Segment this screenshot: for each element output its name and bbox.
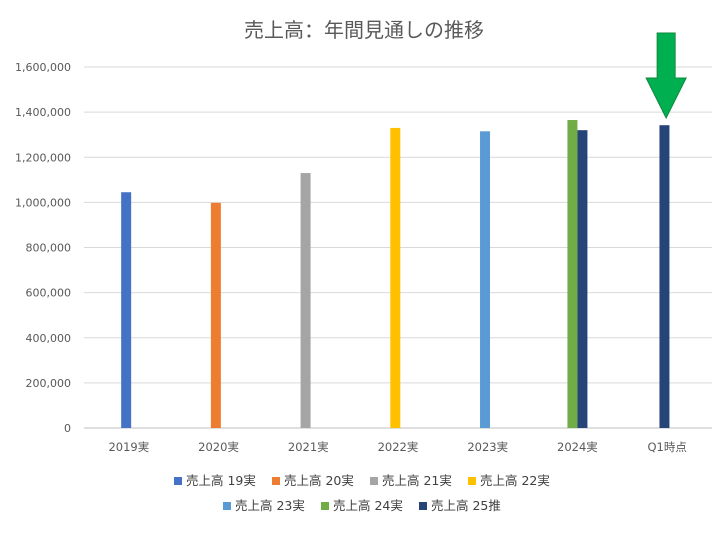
bar xyxy=(390,127,401,428)
x-tick-label: 2023実 xyxy=(467,440,508,454)
bar xyxy=(480,131,491,428)
y-tick-label: 600,000 xyxy=(26,287,72,300)
y-tick-label: 1,000,000 xyxy=(15,196,71,209)
x-tick-label: 2021実 xyxy=(288,440,329,454)
legend-item: 売上高 19実 xyxy=(174,473,256,488)
bar xyxy=(121,192,132,428)
legend-item: 売上高 24実 xyxy=(321,498,403,513)
legend-item: 売上高 22実 xyxy=(468,473,550,488)
bar xyxy=(210,202,221,428)
chart-title: 売上高：年間見通しの推移 xyxy=(244,18,484,42)
legend-swatch xyxy=(370,477,378,485)
y-tick-label: 1,600,000 xyxy=(15,61,71,74)
legend-item: 売上高 23実 xyxy=(223,498,305,513)
x-tick-label: Q1時点 xyxy=(647,440,686,454)
y-tick-label: 800,000 xyxy=(26,242,72,255)
y-axis-ticks: 0 200,000 400,000 600,000 800,000 1,000,000 1,… xyxy=(15,61,71,435)
annotation xyxy=(645,32,687,120)
x-tick-label: 2022実 xyxy=(378,440,419,454)
legend-label: 売上高 24実 xyxy=(333,498,403,513)
legend-item: 売上高 20実 xyxy=(272,473,354,488)
legend-label: 売上高 23実 xyxy=(235,498,305,513)
y-tick-label: 0 xyxy=(64,422,71,435)
y-tick-label: 400,000 xyxy=(26,332,72,345)
legend-item: 売上高 21実 xyxy=(370,473,452,488)
bars xyxy=(121,120,670,429)
legend-label: 売上高 25推 xyxy=(431,498,501,513)
legend-swatch xyxy=(321,502,329,510)
x-axis-ticks: 2019実 2020実 2021実 2022実 2023実 2024実 Q1時点 xyxy=(108,440,686,454)
x-tick-label: 2019実 xyxy=(108,440,149,454)
legend-label: 売上高 19実 xyxy=(186,473,256,488)
legend-swatch xyxy=(419,502,427,510)
y-tick-label: 1,400,000 xyxy=(15,106,71,119)
bar xyxy=(577,130,588,429)
y-tick-label: 200,000 xyxy=(26,377,72,390)
legend-label: 売上高 21実 xyxy=(382,473,452,488)
legend-swatch xyxy=(174,477,182,485)
legend-swatch xyxy=(468,477,476,485)
legend-swatch xyxy=(223,502,231,510)
x-tick-label: 2024実 xyxy=(557,440,598,454)
bar xyxy=(567,120,578,428)
bar xyxy=(659,125,670,429)
y-tick-label: 1,200,000 xyxy=(15,151,71,164)
down-arrow-icon xyxy=(645,32,687,120)
legend-label: 売上高 20実 xyxy=(284,473,354,488)
legend-item: 売上高 25推 xyxy=(419,498,501,513)
legend-label: 売上高 22実 xyxy=(480,473,550,488)
x-tick-label: 2020実 xyxy=(198,440,239,454)
legend-swatch xyxy=(272,477,280,485)
bar xyxy=(300,173,311,428)
